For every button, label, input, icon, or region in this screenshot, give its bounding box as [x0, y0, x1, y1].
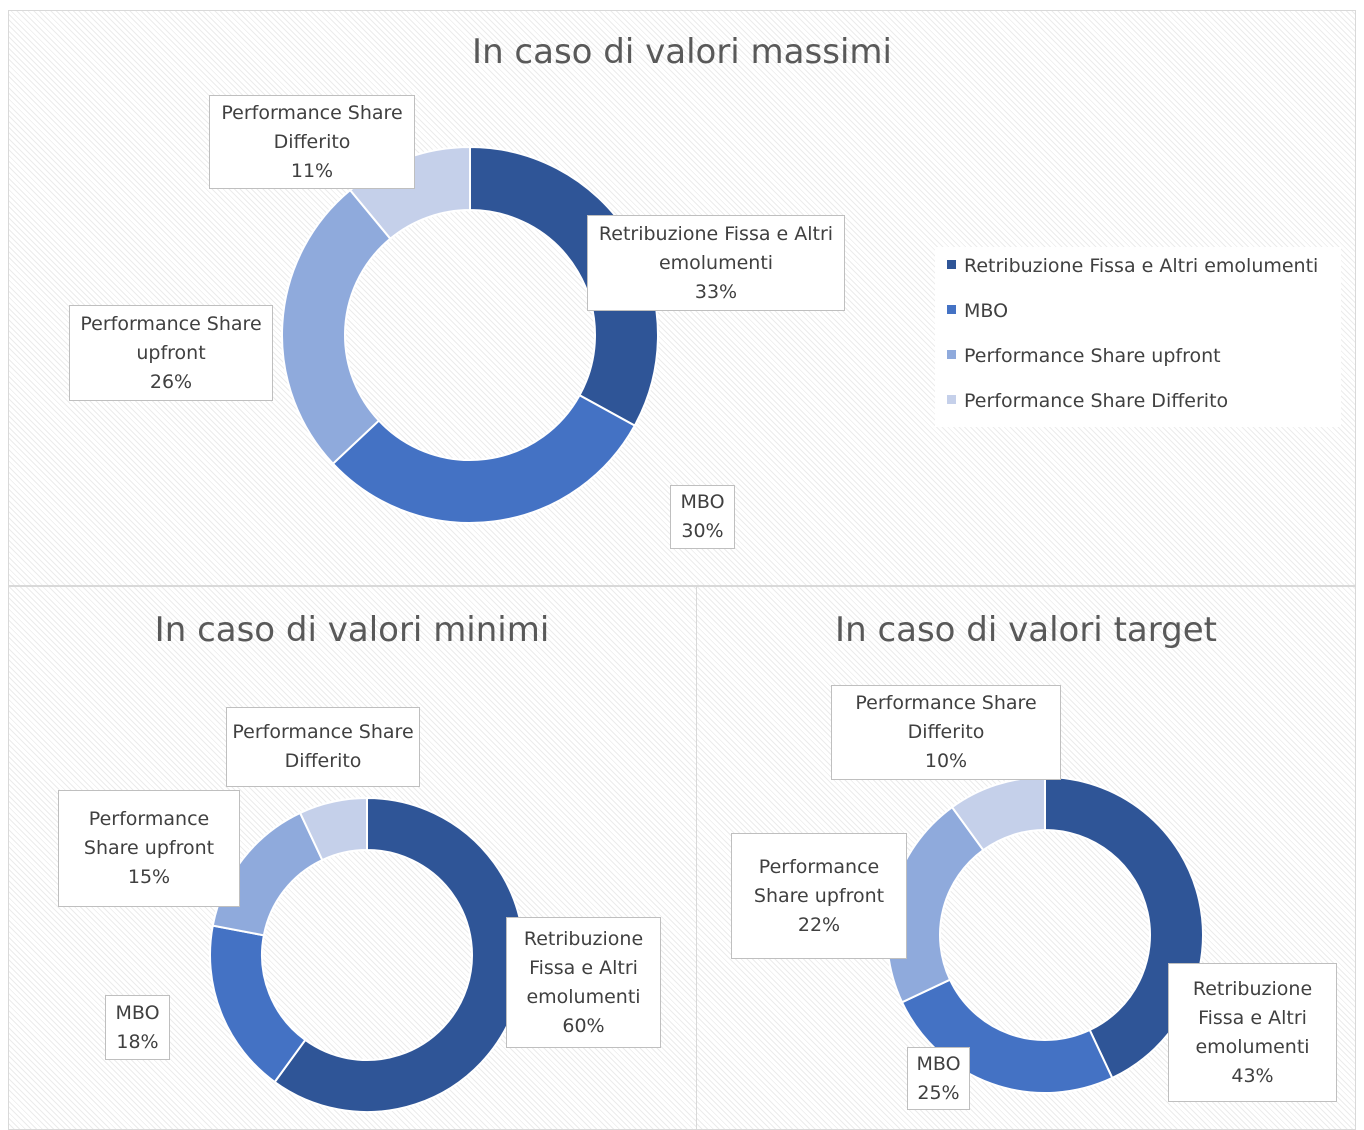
donut-slice	[281, 188, 392, 466]
legend-label: Retribuzione Fissa e Altri emolumenti	[964, 255, 1319, 277]
data-label: MBO 18%	[105, 995, 170, 1060]
data-label: MBO 25%	[907, 1047, 970, 1110]
data-label-value: 11%	[290, 159, 334, 182]
donut-slice	[273, 796, 525, 1113]
data-label-category: Retribuzione Fissa e Altri emolumenti	[598, 222, 834, 274]
data-label-value: 25%	[917, 1081, 960, 1104]
legend: Retribuzione Fissa e Altri emolumenti MBO…	[935, 247, 1341, 427]
data-label-value: 26%	[149, 370, 193, 393]
data-label-value: 18%	[116, 1030, 159, 1053]
data-label: Performance Share upfront 22%	[731, 833, 907, 959]
legend-entry: Performance Share Differito	[947, 390, 1228, 412]
donut-slice	[1044, 775, 1204, 1080]
data-label-category: Retribuzione Fissa e Altri emolumenti	[523, 927, 644, 1008]
chart-title: In caso di valori minimi	[154, 610, 550, 650]
data-label: Performance Share Differito 10%	[831, 685, 1061, 780]
data-label-category: MBO	[115, 1001, 160, 1024]
data-label-category: Performance Share upfront	[83, 808, 215, 859]
data-label-category: Performance Share Differito	[232, 721, 414, 772]
chart-title: In caso di valori target	[835, 610, 1217, 650]
donut-slice	[208, 924, 307, 1084]
legend-swatch	[947, 260, 956, 269]
chart-title: In caso di valori massimi	[472, 32, 892, 72]
data-label-value: 43%	[1231, 1064, 1274, 1087]
data-label: Retribuzione Fissa e Altri emolumenti 33%	[587, 215, 845, 311]
data-label-category: Retribuzione Fissa e Altri emolumenti	[1192, 977, 1313, 1058]
data-label-category: Performance Share Differito	[855, 692, 1037, 743]
data-label: Retribuzione Fissa e Altri emolumenti 60%	[506, 917, 661, 1048]
data-label: Performance Share upfront 15%	[58, 790, 240, 907]
data-label-value: 15%	[127, 866, 171, 888]
legend-swatch	[947, 395, 956, 404]
data-label-value: 30%	[681, 520, 724, 542]
data-label-category: Performance Share upfront	[753, 855, 885, 907]
data-label-category: MBO	[916, 1052, 961, 1075]
data-label-category: Performance Share Differito	[221, 101, 403, 153]
data-label: Performance Share upfront 26%	[69, 305, 273, 401]
data-label-value: 22%	[797, 913, 841, 936]
legend-entry: Retribuzione Fissa e Altri emolumenti	[947, 255, 1318, 277]
legend-entry: Performance Share upfront	[947, 345, 1221, 367]
data-label: MBO 30%	[670, 485, 735, 549]
legend-label: Performance Share upfront	[964, 345, 1221, 367]
legend-swatch	[947, 350, 956, 359]
data-label: Performance Share Differito 11%	[209, 95, 415, 189]
legend-label: Performance Share Differito	[964, 390, 1229, 412]
legend-entry: MBO	[947, 300, 1008, 322]
data-label-category: MBO	[680, 491, 725, 513]
data-label-value: 60%	[562, 1014, 605, 1037]
data-label-value: 10%	[924, 750, 968, 772]
data-label: Performance Share Differito	[226, 707, 420, 787]
donut-slice	[331, 393, 637, 524]
legend-label: MBO	[964, 300, 1009, 322]
donut-slice	[298, 796, 368, 862]
data-label: Retribuzione Fissa e Altri emolumenti 43%	[1168, 963, 1337, 1102]
data-label-category: Performance Share upfront	[80, 312, 262, 364]
data-label-value: 33%	[694, 280, 738, 303]
legend-swatch	[947, 305, 956, 314]
